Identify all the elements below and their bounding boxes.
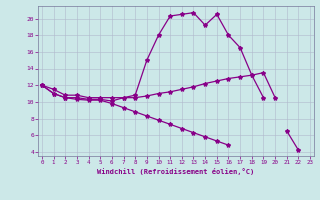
X-axis label: Windchill (Refroidissement éolien,°C): Windchill (Refroidissement éolien,°C) — [97, 168, 255, 175]
